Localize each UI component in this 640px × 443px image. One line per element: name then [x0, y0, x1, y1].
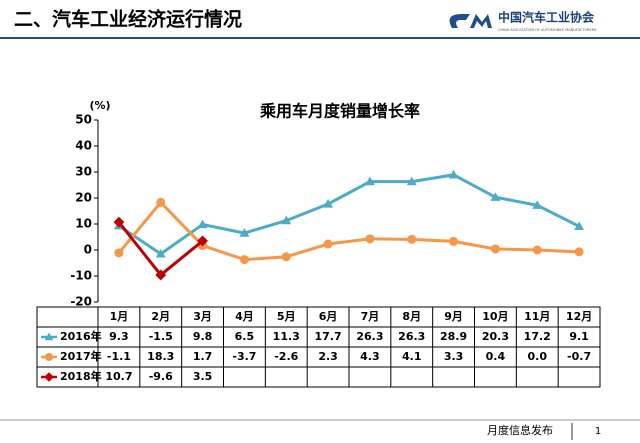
x-tick-label: 1月 — [110, 310, 129, 323]
logo-icon — [449, 14, 492, 28]
table-cell: 9.1 — [569, 330, 589, 343]
table-cell: 17.2 — [524, 330, 551, 343]
x-tick-label: 2月 — [151, 310, 170, 323]
chart-title: 乘用车月度销量增长率 — [259, 102, 420, 121]
table-cell: 6.5 — [235, 330, 255, 343]
marker — [197, 219, 208, 229]
table-cell: 26.3 — [398, 330, 425, 343]
y-tick-label: 30 — [75, 165, 92, 179]
marker — [197, 235, 208, 247]
marker — [156, 197, 166, 207]
x-tick-label: 5月 — [277, 310, 296, 323]
series-line — [117, 200, 580, 262]
table-cell: -2.6 — [274, 350, 298, 363]
marker — [490, 192, 501, 201]
marker — [155, 269, 167, 281]
marker — [239, 228, 250, 237]
table-cell: 9.3 — [109, 330, 129, 343]
marker — [281, 252, 291, 262]
table-cell: 3.5 — [193, 370, 213, 383]
marker — [574, 247, 584, 257]
table-cell: 17.7 — [315, 330, 342, 343]
marker — [532, 245, 542, 255]
y-tick-label: -10 — [70, 269, 92, 283]
y-tick-label: -20 — [70, 295, 92, 309]
series-line — [118, 173, 580, 256]
table-cell: 18.3 — [147, 350, 174, 363]
table-cell: 11.3 — [273, 330, 300, 343]
series-line — [117, 221, 204, 278]
table-cell: 9.8 — [193, 330, 213, 343]
y-tick-label: 40 — [75, 139, 92, 153]
marker — [364, 176, 375, 186]
marker — [239, 255, 249, 265]
page-number: 1 — [595, 426, 601, 437]
x-tick-label: 10月 — [482, 310, 508, 323]
x-tick-label: 9月 — [444, 310, 463, 323]
y-tick-label: 0 — [84, 243, 92, 257]
table-cell: 3.3 — [444, 350, 464, 363]
logo-text: 中国汽车工业协会 — [498, 10, 595, 25]
table-cell: -1.1 — [107, 350, 131, 363]
marker — [490, 244, 500, 254]
x-tick-label: 8月 — [402, 310, 421, 323]
marker — [448, 169, 459, 179]
y-tick-label: 10 — [75, 217, 92, 231]
table-cell: 20.3 — [482, 330, 509, 343]
y-tick-label: 50 — [75, 113, 92, 127]
logo-subtext: CHINA ASSOCIATION OF AUTOMOBILE MANUFACT… — [498, 28, 597, 32]
table-cell: 4.1 — [402, 350, 422, 363]
marker — [406, 176, 417, 186]
table-cell: 4.3 — [360, 350, 380, 363]
marker — [365, 234, 375, 244]
marker — [449, 236, 459, 246]
legend-label: 2017年 — [60, 349, 102, 363]
marker — [532, 200, 543, 209]
slide-title: 二、汽车工业经济运行情况 — [14, 8, 242, 31]
legend-label: 2016年 — [60, 329, 102, 343]
marker — [114, 248, 124, 258]
table-cell: 26.3 — [356, 330, 383, 343]
marker — [113, 216, 125, 228]
table-cell: 10.7 — [105, 370, 132, 383]
table-cell: -3.7 — [232, 350, 256, 363]
table-cell: 1.7 — [193, 350, 213, 363]
marker — [323, 239, 333, 249]
x-tick-label: 11月 — [524, 310, 550, 323]
x-tick-label: 4月 — [235, 310, 254, 323]
table-cell: 2.3 — [318, 350, 338, 363]
x-tick-label: 7月 — [361, 310, 380, 323]
table-cell: -1.5 — [149, 330, 173, 343]
table-cell: 0.4 — [486, 350, 506, 363]
x-tick-label: 12月 — [566, 310, 592, 323]
table-cell: -0.7 — [567, 350, 591, 363]
marker — [44, 372, 54, 382]
marker — [407, 234, 417, 244]
x-tick-label: 6月 — [319, 310, 338, 323]
footer-text: 月度信息发布 — [487, 423, 553, 437]
y-unit: (%) — [89, 99, 110, 112]
marker — [45, 353, 53, 361]
marker — [281, 215, 292, 225]
marker — [574, 221, 585, 230]
table-cell: -9.6 — [149, 370, 173, 383]
marker — [323, 199, 334, 208]
table-cell: 28.9 — [440, 330, 467, 343]
marker — [44, 332, 54, 341]
legend-label: 2018年 — [60, 369, 102, 383]
y-tick-label: 20 — [75, 191, 92, 205]
table-cell: 0.0 — [528, 350, 548, 363]
x-tick-label: 3月 — [193, 310, 212, 323]
marker — [155, 248, 166, 258]
